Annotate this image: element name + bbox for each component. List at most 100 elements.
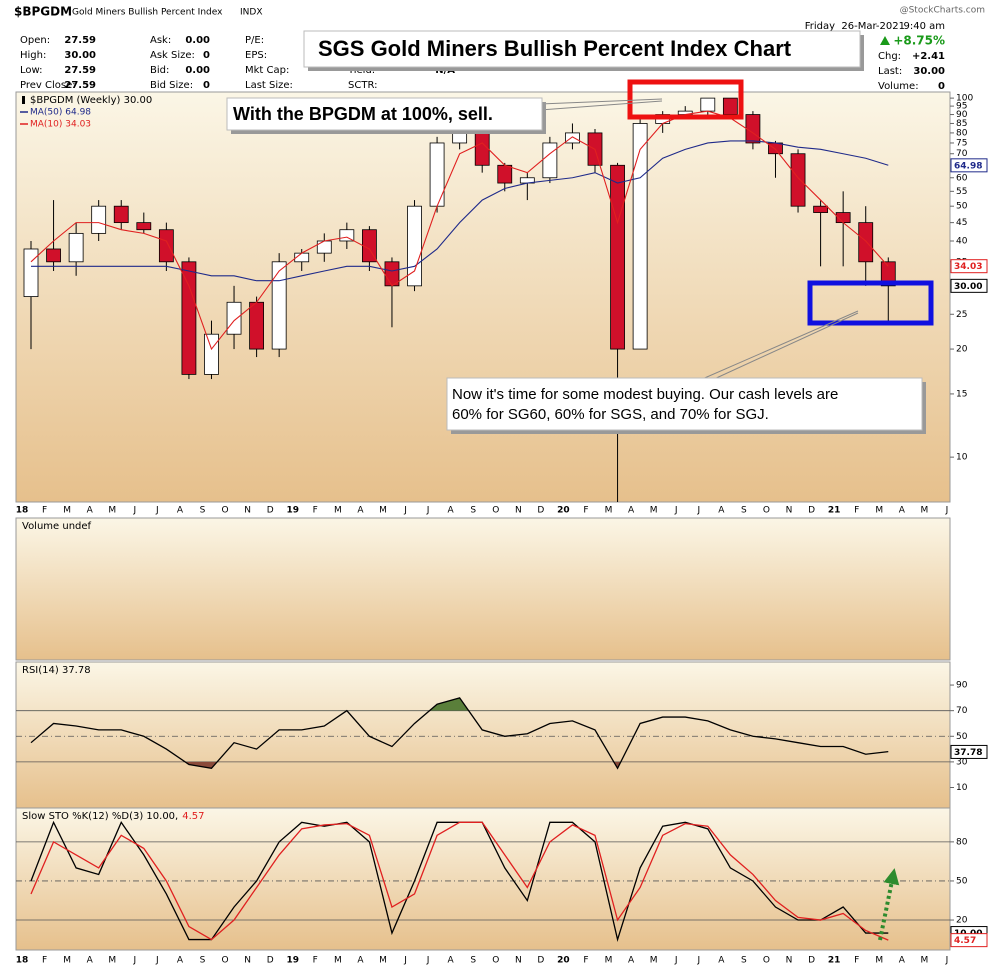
value-tag-label: 4.57 [954, 936, 976, 946]
x-tick-label: A [177, 506, 184, 516]
legend-glyph [22, 96, 25, 104]
quote-label: SCTR: [348, 80, 377, 91]
quote-value: 0 [203, 80, 210, 91]
x-tick-label: D [267, 956, 274, 966]
price-box [790, 153, 806, 207]
price-box [158, 229, 174, 263]
legend-label: MA(10) 34.03 [30, 120, 91, 130]
price-box [249, 301, 265, 350]
y-tick-label: 10 [956, 453, 968, 463]
quote-label: Prev Close: [20, 80, 76, 91]
x-tick-label: J [945, 956, 949, 966]
x-tick-label: F [313, 506, 318, 516]
y-tick-label: 20 [956, 345, 968, 355]
y-tick-label: 15 [956, 389, 967, 399]
x-tick-label: N [786, 506, 793, 516]
x-tick-label: A [87, 506, 94, 516]
quote-label: Chg: [878, 51, 901, 62]
price-box [271, 261, 287, 350]
x-tick-label: A [628, 956, 635, 966]
y-tick-label: 80 [956, 128, 968, 138]
date: 26-Mar-2021 [841, 21, 905, 32]
day: Friday [805, 21, 835, 32]
x-tick-label: S [200, 956, 206, 966]
x-tick-label: J [132, 956, 136, 966]
x-tick-label: J [696, 956, 700, 966]
x-tick-label: A [448, 506, 455, 516]
panel-title-text: RSI(14) 37.78 [22, 665, 91, 676]
x-tick-label: A [448, 956, 455, 966]
x-tick-label: A [357, 506, 364, 516]
time: 9:40 am [903, 21, 945, 32]
index-name: Gold Miners Bullish Percent Index [72, 8, 223, 18]
x-tick-label: 18 [16, 956, 29, 966]
y-tick-label: 70 [956, 149, 968, 159]
series-line [31, 140, 889, 282]
quote-label: EPS: [245, 50, 267, 61]
x-tick-label: J [426, 506, 430, 516]
pointer [699, 310, 859, 381]
x-tick-label: 21 [828, 956, 841, 966]
x-tick-label: F [313, 956, 318, 966]
x-tick-label: J [155, 956, 159, 966]
x-tick-label: S [470, 956, 476, 966]
x-tick-label: D [267, 506, 274, 516]
x-tick-label: F [583, 956, 588, 966]
rsi-panel [15, 661, 951, 809]
sto-panel [15, 807, 951, 951]
price-box [745, 114, 761, 144]
y-tick-label: 20 [956, 916, 968, 926]
value-tag [950, 744, 988, 759]
price-box [113, 205, 129, 224]
quote-label: Ask: [150, 35, 171, 46]
value-tag-label: 64.98 [954, 161, 982, 171]
quote-label: Open: [20, 35, 50, 46]
quote-label: Bid: [150, 65, 169, 76]
x-tick-label: N [244, 956, 251, 966]
price-box [46, 248, 61, 263]
quote-label: Ask Size: [150, 50, 195, 61]
y-tick-label: 40 [956, 236, 968, 246]
up-arrow-hint [878, 868, 900, 941]
annotation: Now it's time for some modest buying. Ou… [452, 386, 838, 403]
overbought-fill [429, 697, 469, 711]
x-tick-label: A [718, 506, 725, 516]
exchange: INDX [240, 8, 262, 18]
x-tick-label: J [426, 956, 430, 966]
price-box [23, 248, 39, 298]
quote-value: 0 [203, 50, 210, 61]
y-tick-label: 95 [956, 102, 967, 112]
x-tick-label: 21 [828, 506, 841, 516]
y-tick-label: 100 [956, 94, 973, 104]
x-tick-label: M [650, 956, 658, 966]
x-tick-label: J [674, 956, 678, 966]
quote-label: Bid Size: [150, 80, 193, 91]
series-line [30, 697, 889, 770]
price-box [632, 123, 648, 350]
x-tick-label: D [808, 956, 815, 966]
x-tick-label: S [741, 956, 747, 966]
x-tick-label: F [854, 506, 859, 516]
quote-label: Mkt Cap: [245, 65, 289, 76]
x-tick-label: M [63, 956, 71, 966]
x-tick-label: A [628, 506, 635, 516]
price-box [407, 205, 422, 287]
annotation: With the BPGDM at 100%, sell. [233, 104, 493, 124]
up-arrow [880, 36, 890, 45]
x-tick-label: M [605, 506, 613, 516]
value-tag [950, 158, 988, 173]
price-box [542, 142, 558, 179]
y-tick-label: 10 [956, 783, 968, 793]
quote-label: High: [20, 50, 46, 61]
value-tag [950, 933, 988, 948]
x-tick-label: S [200, 506, 206, 516]
y-tick-label: 80 [956, 837, 968, 847]
value-tag-label: 37.78 [954, 748, 982, 758]
legend-title: $BPGDM (Weekly) 30.00 [30, 95, 152, 106]
series-line [30, 110, 889, 351]
x-tick-label: F [42, 956, 47, 966]
x-tick-label: O [492, 956, 499, 966]
price-box [497, 164, 513, 184]
price-box [339, 229, 355, 242]
price-box [610, 164, 625, 350]
